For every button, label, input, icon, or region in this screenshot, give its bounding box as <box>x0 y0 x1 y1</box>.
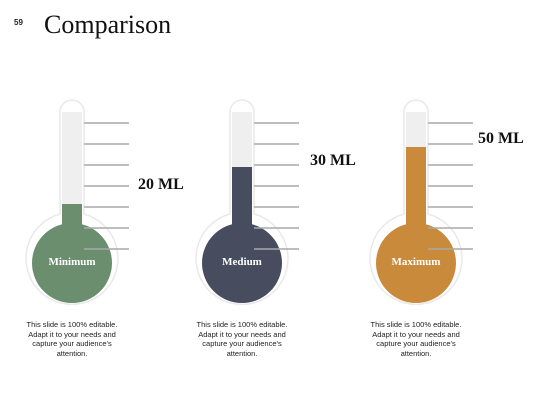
thermometer-minimum: 20 ML Minimum This slide is 100% editabl… <box>25 0 190 420</box>
page-number: 59 <box>14 18 23 27</box>
thermometer-graphic <box>195 99 299 306</box>
bulb-label: Medium <box>222 256 262 268</box>
thermometer-outline <box>195 99 289 306</box>
thermometer-graphic <box>369 99 473 306</box>
thermometer-graphic <box>25 99 129 306</box>
thermometer-medium: 30 ML Medium This slide is 100% editable… <box>195 0 360 420</box>
tube-fill <box>232 167 252 236</box>
bulb <box>32 223 112 303</box>
bulb-label: Maximum <box>391 256 441 268</box>
tube-fill <box>406 147 426 236</box>
bulb <box>202 223 282 303</box>
page-title: Comparison <box>44 10 172 39</box>
reading-value: 30 ML <box>310 152 356 169</box>
caption-text: This slide is 100% editable. Adapt it to… <box>196 320 288 358</box>
thermometer-maximum: 50 ML Maximum This slide is 100% editabl… <box>369 0 534 420</box>
thermometer-outline <box>25 99 119 306</box>
caption-text: This slide is 100% editable. Adapt it to… <box>370 320 462 358</box>
reading-value: 20 ML <box>138 176 184 193</box>
tick-marks <box>84 122 129 250</box>
tick-marks <box>254 122 299 250</box>
bulb-label: Minimum <box>48 256 96 268</box>
thermometer-outline <box>369 99 463 306</box>
caption-text: This slide is 100% editable. Adapt it to… <box>26 320 118 358</box>
tick-marks <box>428 122 473 250</box>
bulb <box>376 223 456 303</box>
reading-value: 50 ML <box>478 130 524 147</box>
